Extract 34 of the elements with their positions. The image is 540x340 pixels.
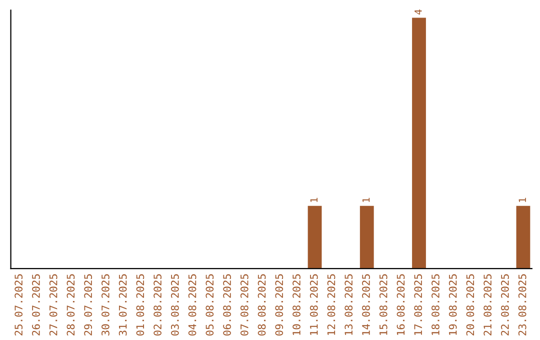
x-tick-label: 28.07.2025: [66, 274, 75, 336]
x-tick-label: 29.07.2025: [84, 274, 92, 336]
x-tick-label: 30.07.2025: [102, 274, 110, 336]
x-tick-label: 11.08.2025: [310, 274, 318, 335]
x-tick-label: 20.08.2025: [466, 274, 474, 336]
x-tick-label: 04.08.2025: [188, 274, 196, 336]
x-tick-label: 10.08.2025: [292, 274, 300, 335]
x-tick-label: 23.08.2025: [518, 274, 526, 336]
x-tick-label: 21.08.2025: [484, 274, 492, 336]
x-tick-label: 25.07.2025: [14, 274, 23, 336]
data-label: 1: [310, 198, 318, 202]
data-label: 1: [362, 198, 370, 202]
x-tick-label: 16.08.2025: [396, 274, 405, 335]
x-tick-label: 08.08.2025: [258, 274, 266, 336]
x-tick-label: 05.08.2025: [206, 274, 214, 336]
x-tick-label: 12.08.2025: [327, 274, 336, 335]
x-tick-label: 14.08.2025: [362, 274, 370, 335]
x-tick-label: 17.08.2025: [414, 274, 422, 335]
x-tick-label: 19.08.2025: [448, 274, 457, 335]
x-tick-label: 26.07.2025: [32, 274, 40, 336]
x-tick-label: 02.08.2025: [154, 274, 162, 336]
x-tick-label: 06.08.2025: [223, 274, 231, 336]
x-tick-label: 07.08.2025: [240, 274, 248, 336]
x-tick-label: 31.07.2025: [118, 274, 127, 336]
x-tick-label: 09.08.2025: [275, 274, 284, 336]
x-tick-label: 01.08.2025: [136, 274, 144, 336]
x-tick-label: 13.08.2025: [344, 274, 353, 335]
data-label: 1: [518, 198, 526, 202]
x-tick-label: 18.08.2025: [432, 274, 440, 335]
x-tick-label: 22.08.2025: [501, 274, 509, 336]
data-label: 4: [414, 10, 422, 14]
x-tick-label: 27.07.2025: [49, 274, 58, 336]
x-tick-label: 03.08.2025: [170, 274, 179, 336]
x-tick-label: 15.08.2025: [379, 274, 388, 335]
